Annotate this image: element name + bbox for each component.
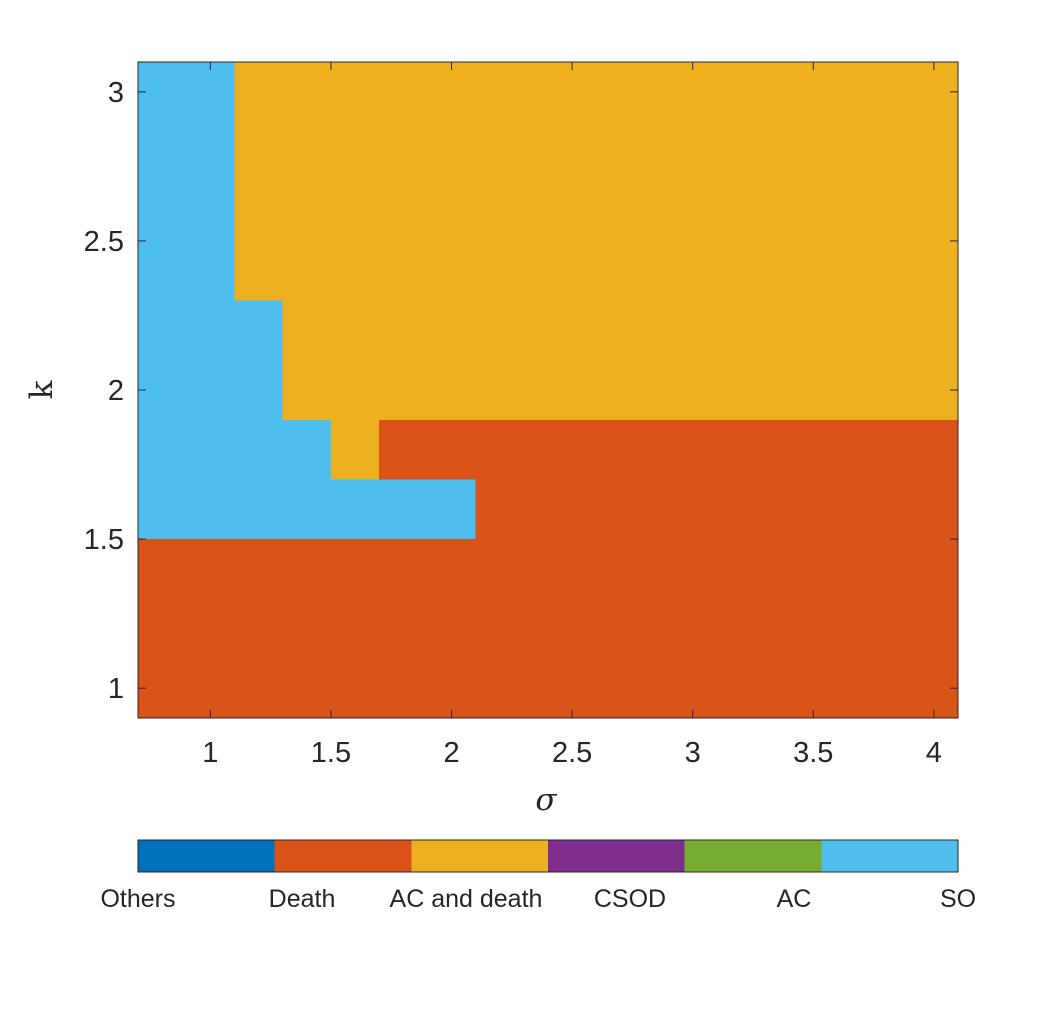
region-ac-and-death-5	[330, 419, 380, 480]
y-tick-label: 3	[108, 77, 124, 109]
region-ac-and-death-7	[282, 300, 958, 420]
colorbar-label: AC	[777, 885, 812, 913]
colorbar-swatch-so	[821, 840, 959, 872]
colorbar	[138, 840, 959, 872]
x-tick-label: 2	[443, 737, 459, 769]
x-tick-label: 3.5	[793, 737, 833, 769]
colorbar-label: SO	[940, 885, 976, 913]
colorbar-label: Others	[100, 885, 175, 913]
y-axis-label: k	[24, 380, 60, 399]
plot-area-border	[137, 61, 959, 719]
y-tick-label: 2	[108, 375, 124, 407]
plot-ticks	[138, 62, 958, 718]
x-tick-label: 1	[202, 737, 218, 769]
region-death-0	[138, 539, 958, 718]
colorbar-label: AC and death	[390, 885, 543, 913]
y-tick-label: 1.5	[84, 524, 124, 556]
colorbar-swatch-others	[138, 840, 276, 872]
x-tick-label: 3	[685, 737, 701, 769]
region-so-6	[138, 300, 283, 420]
region-so-3	[138, 479, 476, 540]
region-so-8	[138, 62, 235, 301]
colorbar-swatch-death	[274, 840, 412, 872]
plot-regions	[138, 62, 958, 718]
colorbar-swatch-ac	[684, 840, 822, 872]
x-tick-label: 2.5	[552, 737, 592, 769]
y-tick-label: 1	[108, 673, 124, 705]
colorbar-labels: Others Death AC and death CSOD AC SO	[100, 885, 976, 913]
x-tick-labels: 1 1.5 2 2.5 3 3.5 4	[202, 737, 942, 769]
x-tick-label: 1.5	[311, 737, 351, 769]
colorbar-border	[137, 839, 959, 873]
colorbar-swatch-ac-and-death	[411, 840, 549, 872]
region-death-2	[379, 419, 958, 480]
x-tick-label: 4	[926, 737, 942, 769]
colorbar-swatch-csod	[548, 840, 686, 872]
x-axis-label: σ	[535, 782, 557, 818]
region-death-1	[475, 479, 958, 540]
colorbar-label: CSOD	[594, 885, 666, 913]
region-ac-and-death-9	[234, 62, 958, 301]
region-so-4	[138, 419, 331, 480]
y-tick-labels: 1 1.5 2 2.5 3	[84, 77, 124, 705]
colorbar-label: Death	[269, 885, 336, 913]
y-tick-label: 2.5	[84, 226, 124, 258]
